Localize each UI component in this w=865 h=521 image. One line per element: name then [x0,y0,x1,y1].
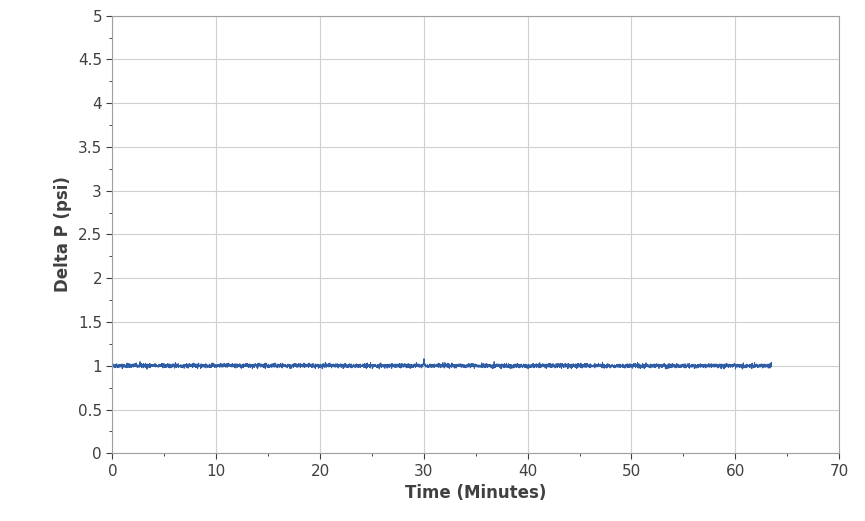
X-axis label: Time (Minutes): Time (Minutes) [405,484,547,502]
Y-axis label: Delta P (psi): Delta P (psi) [54,177,73,292]
